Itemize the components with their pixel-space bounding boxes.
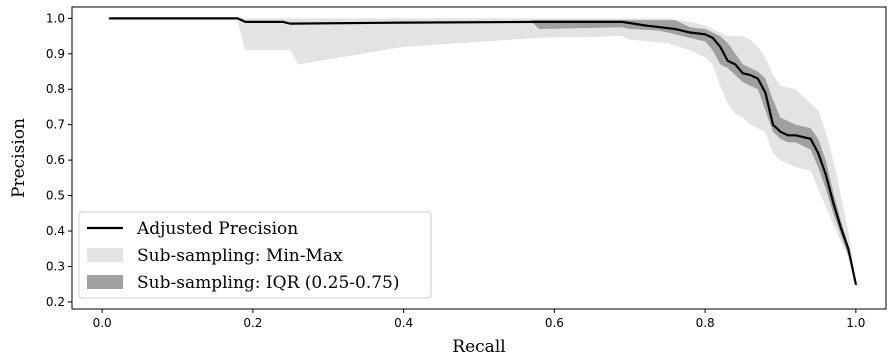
- y-tick-label: 0.4: [46, 224, 65, 238]
- y-tick-label: 0.5: [46, 189, 65, 203]
- precision-lines: [108, 17, 857, 286]
- x-axis-label: Recall: [452, 337, 505, 357]
- x-tick-label: 0.2: [243, 316, 262, 330]
- x-tick-label: 0.8: [696, 316, 715, 330]
- x-tick-label: 1.0: [846, 316, 865, 330]
- x-tick-label: 0.6: [545, 316, 564, 330]
- legend-swatch-sub-sampling-min-max: [87, 248, 123, 262]
- x-tick-label: 0.4: [394, 316, 413, 330]
- line-adjusted-precision: [108, 17, 857, 286]
- y-axis: 0.2 0.3 0.4 0.5 0.6 0.7 0.8 0.9 1.0: [46, 11, 72, 309]
- x-axis: 0.0 0.2 0.4 0.6 0.8 1.0: [93, 309, 865, 330]
- x-tick-label: 0.0: [93, 316, 112, 330]
- legend-box: [78, 211, 432, 299]
- plot-frame: [71, 6, 887, 310]
- y-tick-label: 0.2: [46, 295, 65, 309]
- confidence-bands: [237, 18, 856, 285]
- legend-label-adjusted-precision: Adjusted Precision: [136, 219, 298, 239]
- y-axis-label: Precision: [9, 118, 29, 198]
- legend-label-sub-sampling-iqr-0-25-0-75: Sub-sampling: IQR (0.25-0.75): [137, 273, 400, 293]
- y-tick-label: 0.8: [46, 82, 65, 96]
- band-sub-sampling-min-max: [237, 18, 856, 285]
- legend-swatch-sub-sampling-iqr-0-25-0-75: [87, 275, 123, 289]
- legend-label-sub-sampling-min-max: Sub-sampling: Min-Max: [137, 246, 343, 266]
- y-tick-label: 1.0: [46, 11, 65, 25]
- y-tick-label: 0.7: [46, 118, 65, 132]
- y-tick-label: 0.9: [46, 47, 65, 61]
- y-tick-label: 0.6: [46, 153, 65, 167]
- y-tick-label: 0.3: [46, 259, 65, 273]
- legend: Adjusted Precision Sub-sampling: Min-Max S…: [78, 211, 432, 299]
